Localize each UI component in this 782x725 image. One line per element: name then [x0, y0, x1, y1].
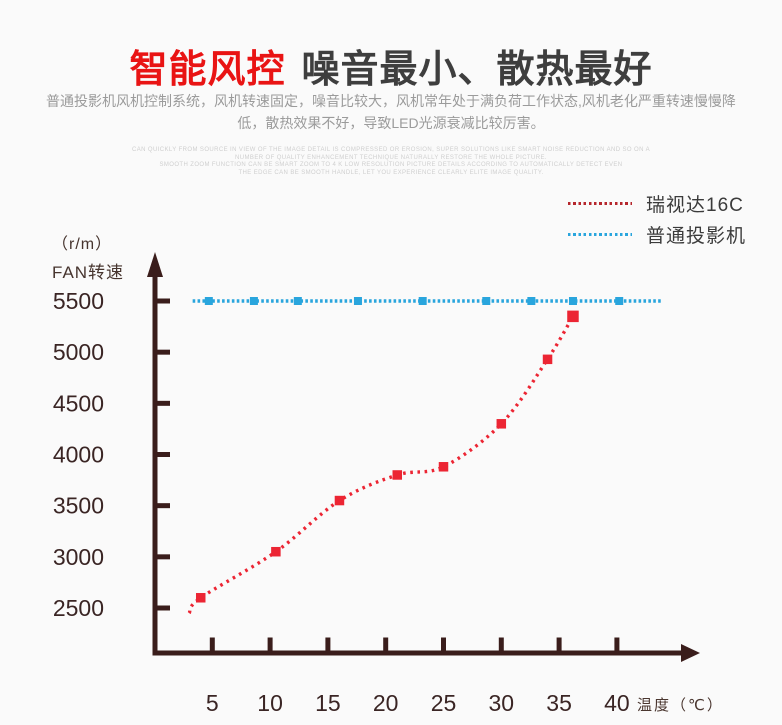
- blue-square-marker: [568, 297, 577, 305]
- x-tick-label: 15: [315, 690, 341, 716]
- y-tick-label: 5500: [53, 288, 104, 314]
- y-tick-label: 4000: [53, 442, 104, 468]
- y-axis-label: （r/m） FAN转速: [52, 230, 124, 283]
- page-title-main: 噪音最小、散热最好: [301, 49, 653, 91]
- watermark-line: CAN QUICKLY FROM SOURCE IN VIEW OF THE I…: [132, 147, 650, 153]
- red-square-marker: [334, 495, 345, 506]
- y-axis-unit: （r/m）: [52, 236, 113, 253]
- page-title: 智能风控 噪音最小、散热最好: [0, 38, 782, 93]
- x-tick-label: 5: [206, 690, 219, 716]
- x-axis-arrow: [681, 644, 700, 662]
- red-dotted-line-swatch: [568, 202, 632, 205]
- x-tick-label: 10: [257, 690, 283, 716]
- legend-label: 普通投影机: [646, 226, 747, 247]
- y-tick-label: 3000: [53, 544, 104, 570]
- watermark-line: THE EDGE CAN BE SMOOTH HANDLE, LET YOU E…: [238, 169, 544, 176]
- page-subtitle: 普通投影机风机控制系统，风机转速固定，噪音比较大，风机常年处于满负荷工作状态,风…: [46, 93, 736, 131]
- red-square-marker: [271, 546, 281, 557]
- blue-square-marker: [527, 297, 536, 305]
- x-axis-title: 温度（℃）: [637, 697, 724, 714]
- blue-square-marker: [482, 297, 491, 305]
- y-axis-title: FAN转速: [52, 263, 125, 282]
- blue-square-marker: [204, 297, 213, 305]
- blue-dotted-line-swatch: [568, 233, 632, 236]
- blue-square-marker: [293, 297, 302, 305]
- blue-square-marker: [615, 297, 624, 305]
- watermark-line: NUMBER OF QUALITY ENHANCEMENT TECHNIQUE …: [235, 154, 547, 161]
- blue-square-marker: [249, 297, 258, 305]
- red-dotted-curve: [187, 315, 575, 615]
- y-tick-label: 4500: [53, 390, 104, 416]
- x-tick-label: 30: [489, 690, 515, 716]
- x-tick-label: 25: [431, 690, 457, 716]
- red-square-marker: [567, 310, 579, 323]
- y-axis-arrow: [147, 252, 163, 277]
- y-tick-label: 3500: [53, 493, 104, 519]
- blue-square-marker: [418, 297, 427, 305]
- red-square-marker: [392, 470, 403, 480]
- red-square-marker: [496, 419, 507, 429]
- x-tick-label: 40: [604, 690, 630, 716]
- y-tick-label: 5000: [53, 339, 104, 365]
- y-tick-label: 2500: [53, 595, 104, 621]
- red-square-marker: [438, 462, 449, 472]
- x-tick-label: 20: [373, 690, 399, 716]
- x-tick-label: 35: [546, 690, 572, 716]
- blue-square-marker: [353, 297, 362, 305]
- watermark-text: CAN QUICKLY FROM SOURCE IN VIEW OF THE I…: [0, 147, 782, 177]
- red-square-marker: [542, 354, 553, 365]
- legend-item-ruishida-16c: 瑞视达16C: [568, 188, 746, 219]
- legend-item-ordinary-projector: 普通投影机: [568, 219, 746, 250]
- watermark-line: SMOOTH ZOOM FUNCTION CAN BE SMART ZOOM T…: [159, 162, 623, 168]
- legend-label: 瑞视达16C: [646, 195, 744, 216]
- page-title-highlight: 智能风控: [129, 49, 286, 91]
- red-square-marker: [195, 593, 206, 603]
- chart-legend: 瑞视达16C 普通投影机: [568, 188, 746, 250]
